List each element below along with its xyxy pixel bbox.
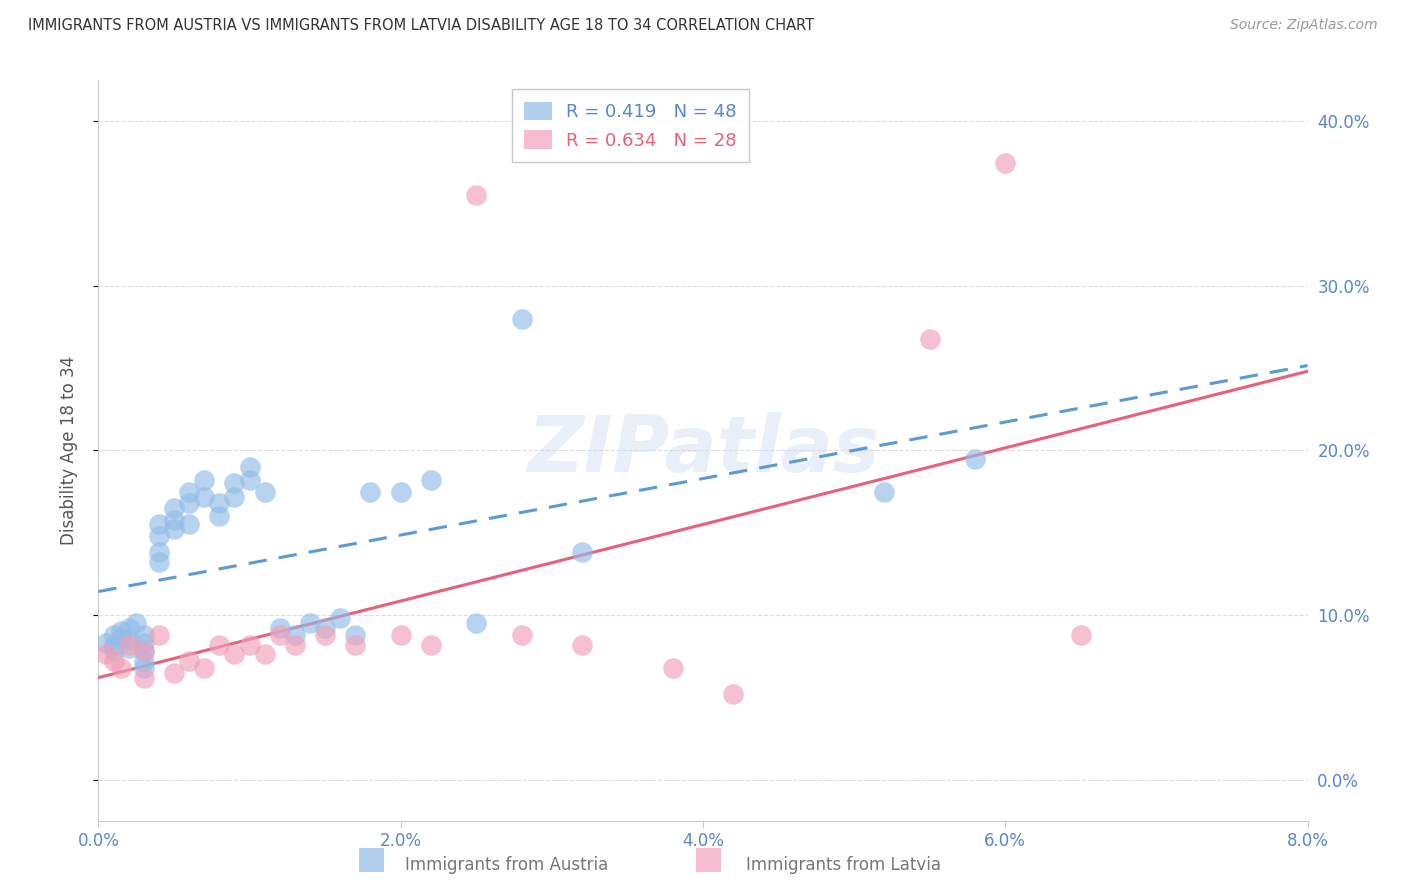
Point bbox=[193, 490, 215, 504]
Point bbox=[118, 632, 141, 647]
Point bbox=[994, 155, 1017, 169]
Point bbox=[420, 638, 443, 652]
Point bbox=[132, 644, 155, 658]
Point bbox=[420, 473, 443, 487]
Point bbox=[110, 660, 132, 674]
Legend: R = 0.419   N = 48, R = 0.634   N = 28: R = 0.419 N = 48, R = 0.634 N = 28 bbox=[512, 89, 749, 162]
Y-axis label: Disability Age 18 to 34: Disability Age 18 to 34 bbox=[59, 356, 77, 545]
Point bbox=[571, 638, 593, 652]
Point bbox=[118, 621, 141, 635]
Point bbox=[193, 473, 215, 487]
Point bbox=[179, 517, 201, 532]
Point bbox=[239, 459, 262, 474]
Point bbox=[873, 484, 896, 499]
Point bbox=[723, 687, 745, 701]
Point bbox=[465, 616, 488, 631]
Point bbox=[132, 644, 155, 658]
Point bbox=[269, 621, 291, 635]
Point bbox=[344, 628, 367, 642]
Point bbox=[118, 640, 141, 655]
Text: ZIPatlas: ZIPatlas bbox=[527, 412, 879, 489]
Point bbox=[103, 628, 125, 642]
Point bbox=[208, 638, 231, 652]
Point bbox=[571, 545, 593, 559]
Point bbox=[148, 517, 170, 532]
Point bbox=[94, 636, 117, 650]
Point bbox=[163, 665, 186, 680]
Point bbox=[389, 628, 412, 642]
Bar bbox=[696, 848, 721, 872]
Point bbox=[299, 616, 322, 631]
Point bbox=[179, 654, 201, 668]
Point bbox=[661, 660, 683, 674]
Point bbox=[103, 654, 125, 668]
Point bbox=[329, 611, 352, 625]
Point bbox=[284, 638, 307, 652]
Point bbox=[224, 648, 246, 662]
Point bbox=[148, 529, 170, 543]
Point bbox=[465, 188, 488, 202]
Point bbox=[965, 451, 987, 466]
Point bbox=[253, 648, 276, 662]
Point bbox=[239, 638, 262, 652]
Point bbox=[110, 631, 132, 645]
Text: Immigrants from Latvia: Immigrants from Latvia bbox=[747, 856, 941, 874]
Point bbox=[510, 311, 533, 326]
Point bbox=[314, 621, 336, 635]
Bar bbox=[359, 848, 384, 872]
Point bbox=[148, 545, 170, 559]
Point bbox=[148, 628, 170, 642]
Point bbox=[389, 484, 412, 499]
Point bbox=[344, 638, 367, 652]
Point bbox=[193, 660, 215, 674]
Point bbox=[132, 636, 155, 650]
Point bbox=[208, 496, 231, 510]
Point bbox=[148, 555, 170, 569]
Point bbox=[224, 490, 246, 504]
Point bbox=[132, 660, 155, 674]
Point bbox=[110, 624, 132, 639]
Point bbox=[163, 512, 186, 526]
Point bbox=[132, 671, 155, 685]
Text: Source: ZipAtlas.com: Source: ZipAtlas.com bbox=[1230, 18, 1378, 32]
Point bbox=[360, 484, 382, 499]
Point bbox=[179, 496, 201, 510]
Point bbox=[269, 628, 291, 642]
Point bbox=[314, 628, 336, 642]
Point bbox=[94, 648, 117, 662]
Point bbox=[253, 484, 276, 499]
Point bbox=[163, 523, 186, 537]
Point bbox=[118, 638, 141, 652]
Point bbox=[510, 628, 533, 642]
Text: Immigrants from Austria: Immigrants from Austria bbox=[405, 856, 607, 874]
Point bbox=[208, 509, 231, 524]
Text: IMMIGRANTS FROM AUSTRIA VS IMMIGRANTS FROM LATVIA DISABILITY AGE 18 TO 34 CORREL: IMMIGRANTS FROM AUSTRIA VS IMMIGRANTS FR… bbox=[28, 18, 814, 33]
Point bbox=[103, 638, 125, 652]
Point bbox=[284, 628, 307, 642]
Point bbox=[179, 484, 201, 499]
Point bbox=[1070, 628, 1092, 642]
Point bbox=[163, 501, 186, 516]
Point bbox=[132, 654, 155, 668]
Point bbox=[239, 473, 262, 487]
Point bbox=[224, 476, 246, 491]
Point bbox=[103, 644, 125, 658]
Point bbox=[918, 332, 941, 346]
Point bbox=[125, 616, 148, 631]
Point bbox=[132, 628, 155, 642]
